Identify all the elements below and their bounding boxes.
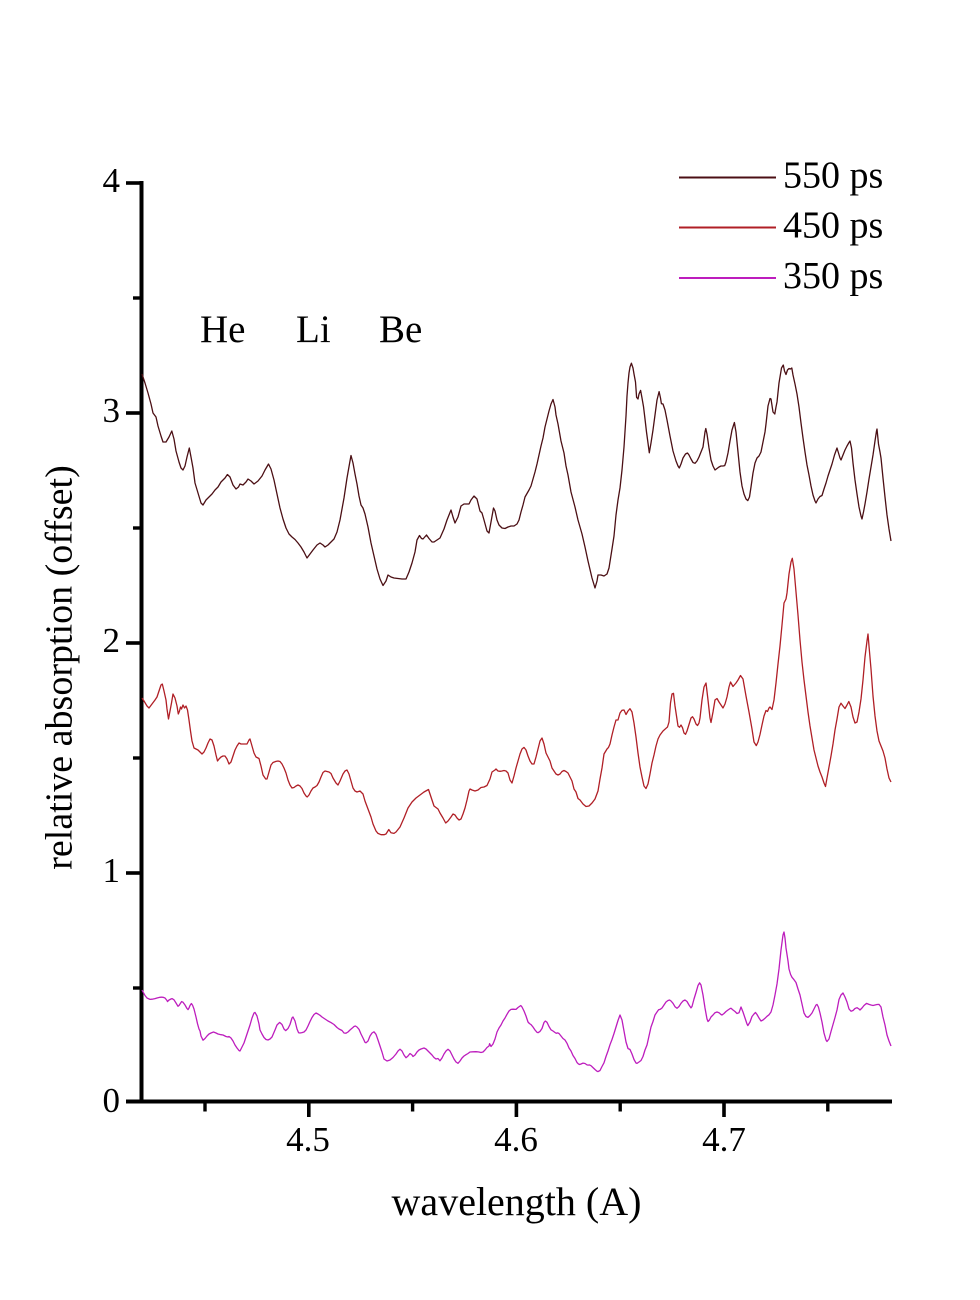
svg-text:wavelength (A): wavelength (A): [392, 1179, 642, 1224]
svg-text:550 ps: 550 ps: [783, 155, 883, 197]
svg-text:4.7: 4.7: [702, 1120, 746, 1159]
svg-text:4.6: 4.6: [494, 1120, 538, 1159]
svg-text:4.5: 4.5: [286, 1120, 330, 1159]
svg-text:450 ps: 450 ps: [783, 205, 883, 247]
svg-text:4: 4: [103, 161, 121, 200]
svg-text:1: 1: [103, 851, 121, 890]
svg-text:Li: Li: [296, 308, 331, 351]
svg-text:2: 2: [103, 621, 121, 660]
svg-text:3: 3: [103, 391, 121, 430]
svg-text:relative absorption (offset): relative absorption (offset): [39, 465, 81, 870]
svg-text:0: 0: [103, 1081, 121, 1120]
svg-text:350 ps: 350 ps: [783, 255, 883, 297]
svg-text:He: He: [200, 308, 245, 351]
svg-text:Be: Be: [379, 308, 422, 351]
